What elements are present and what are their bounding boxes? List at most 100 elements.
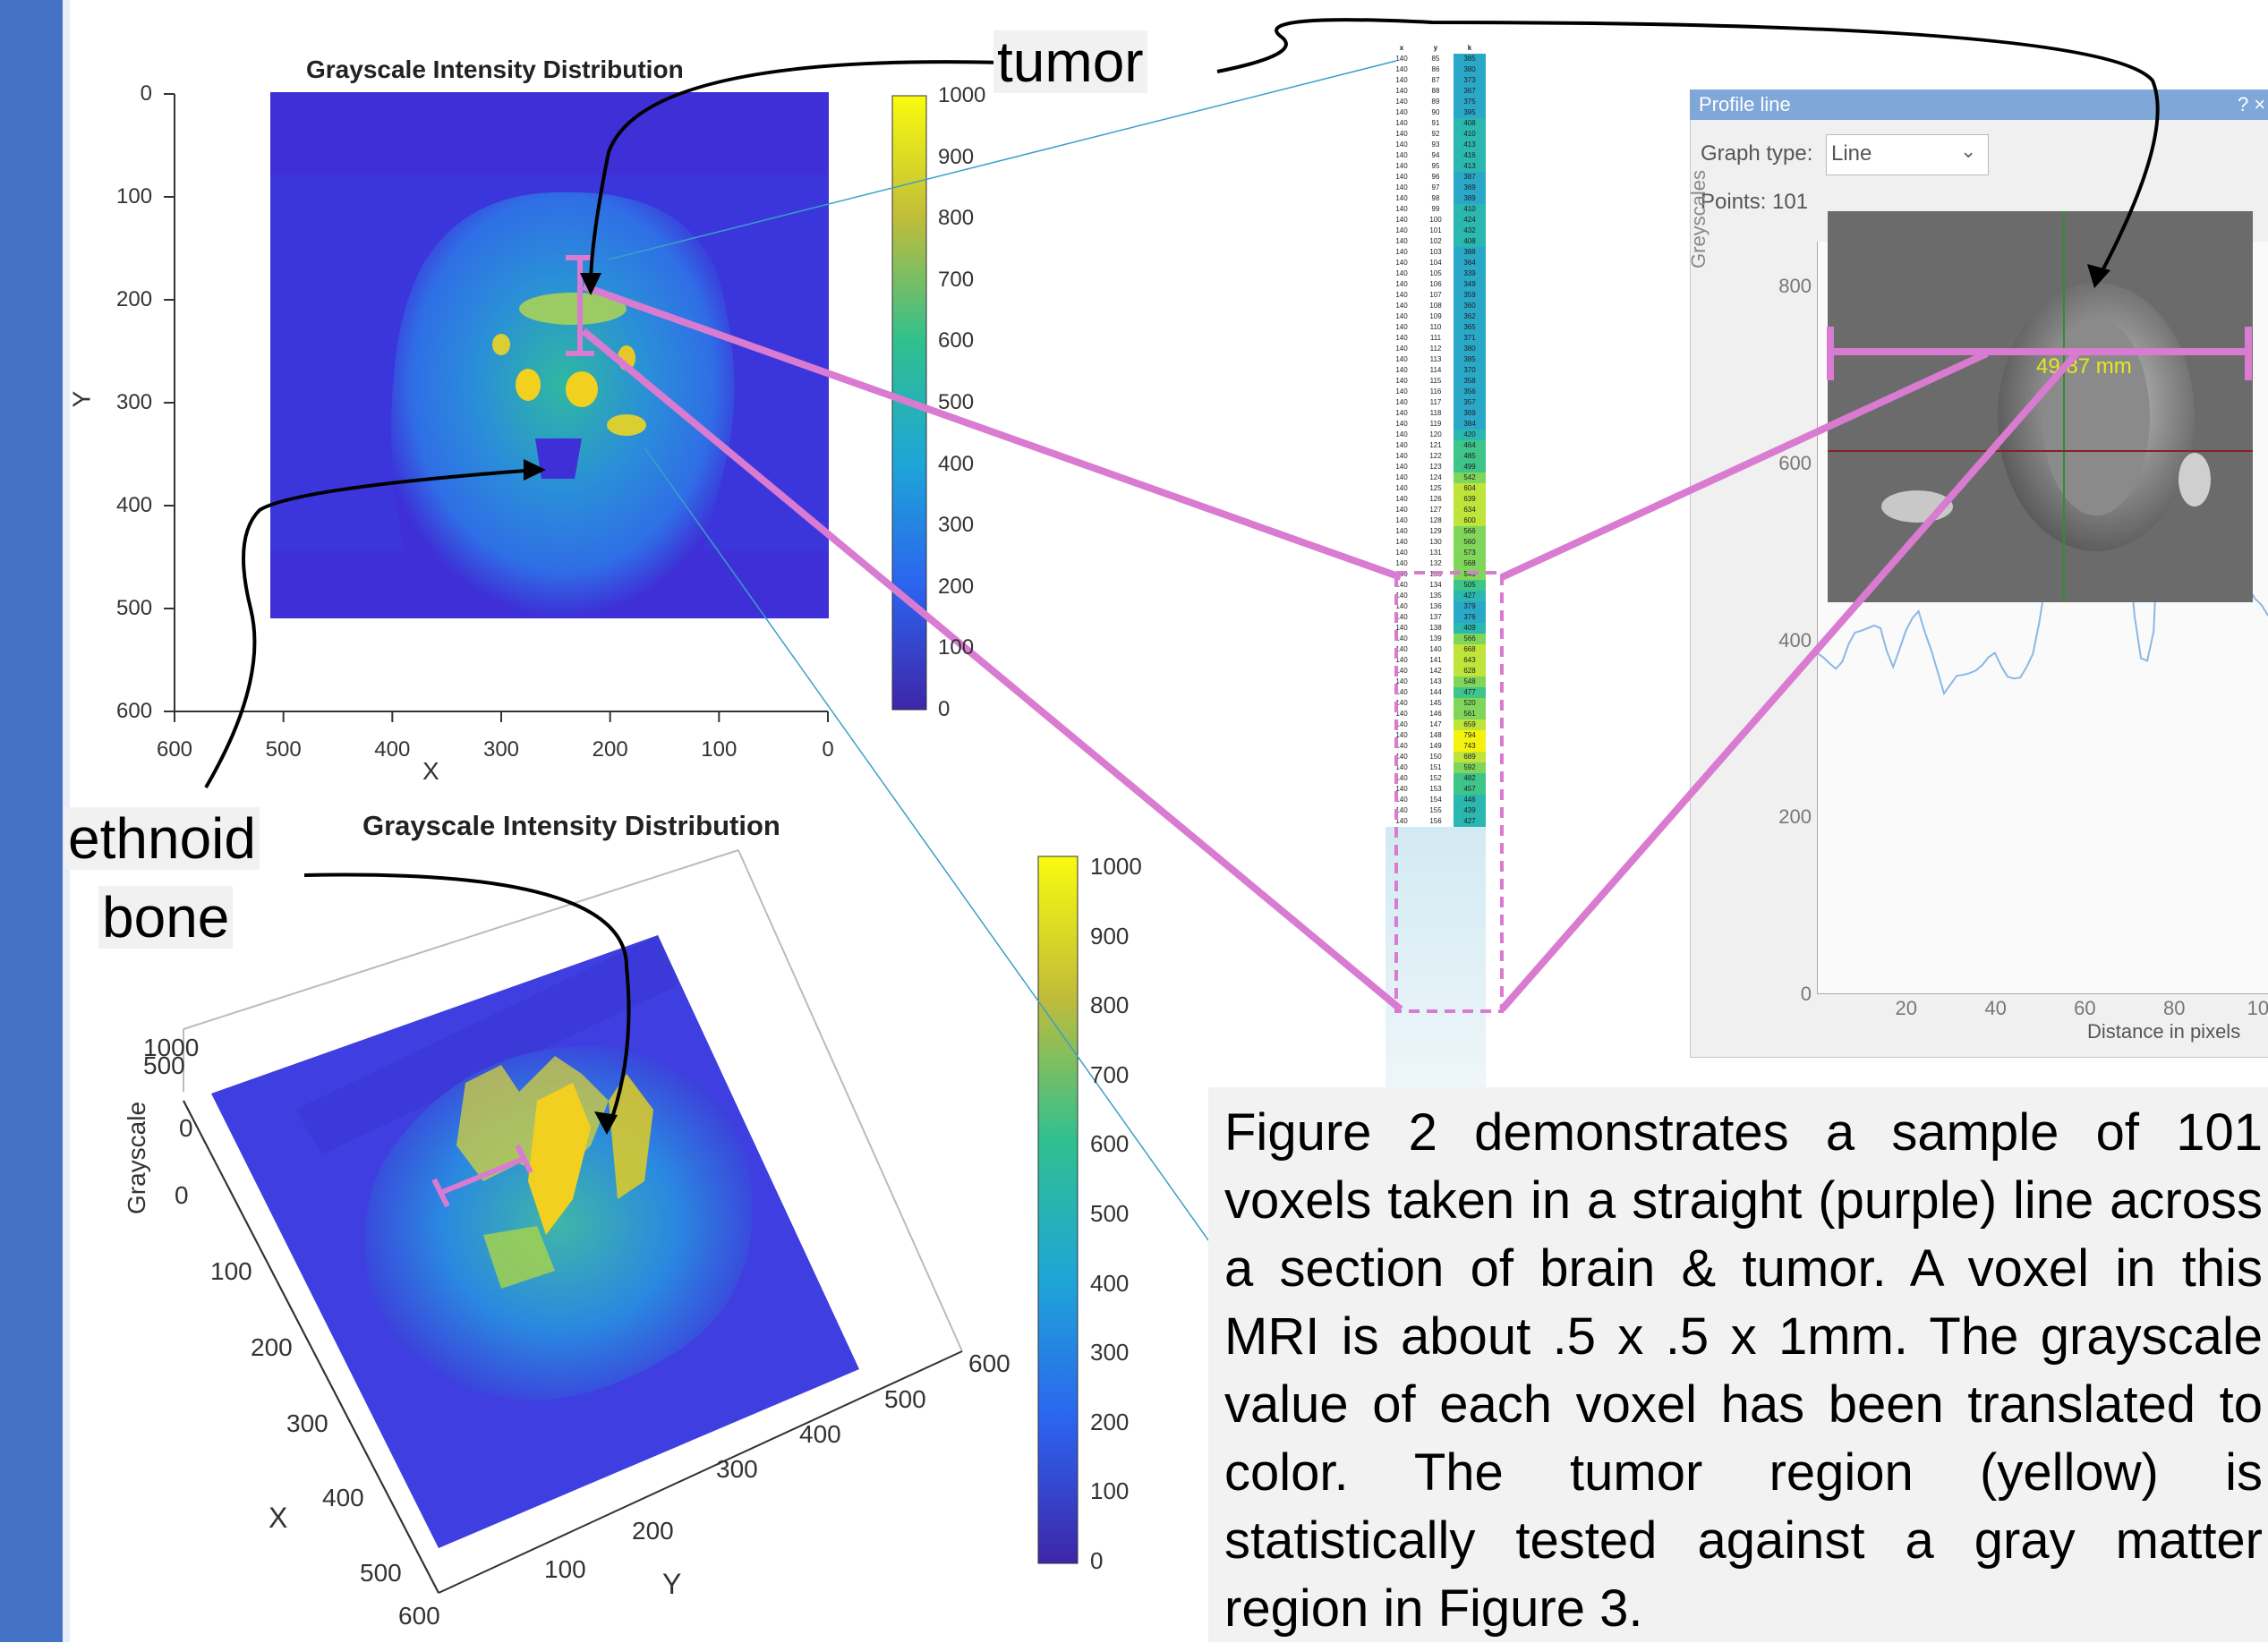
colorbar-2d-tick: 1000	[938, 83, 986, 107]
table-cell-k: 356	[1454, 387, 1486, 397]
table-highlight-box	[1394, 571, 1504, 1013]
caption-text: Figure 2 demonstrates a sample of 101 vo…	[1224, 1103, 2263, 1638]
table-cell-x: 140	[1395, 720, 1408, 728]
profile-x-tick: 80	[2162, 997, 2186, 1019]
table-cell-x: 140	[1395, 549, 1408, 557]
table-cell-k: 568	[1454, 558, 1486, 569]
table-cell-x: 140	[1395, 538, 1408, 546]
table-cell-k: 387	[1454, 172, 1486, 183]
table-cell-y: 154	[1429, 796, 1442, 804]
table-cell-k: 413	[1454, 140, 1486, 150]
graph-type-select[interactable]	[1826, 134, 1989, 175]
table-cell-y: 129	[1429, 527, 1442, 535]
table-cell-k: 380	[1454, 64, 1486, 75]
table-cell-k: 520	[1454, 698, 1486, 709]
table-cell-k: 427	[1454, 591, 1486, 601]
table-cell-x: 140	[1395, 452, 1408, 460]
table-cell-y: 109	[1429, 312, 1442, 320]
table-cell-y: 138	[1429, 624, 1442, 632]
table-cell-y: 122	[1429, 452, 1442, 460]
table-cell-x: 140	[1395, 183, 1408, 192]
table-cell-k: 410	[1454, 204, 1486, 215]
colorbar-3d	[1037, 856, 1079, 1564]
table-header: y	[1433, 44, 1438, 52]
table-cell-x: 140	[1395, 162, 1408, 170]
table-cell-k: 389	[1454, 193, 1486, 204]
table-cell-x: 140	[1395, 430, 1408, 438]
table-cell-y: 152	[1429, 774, 1442, 782]
accent-bar	[0, 0, 63, 1642]
table-cell-k: 457	[1454, 784, 1486, 795]
profile-x-tick: 20	[1895, 997, 1918, 1019]
profile-y-tick: 0	[1800, 983, 1812, 1005]
profile-y-tick: 200	[1778, 805, 1812, 829]
table-cell-y: 100	[1429, 216, 1442, 224]
table-cell-y: 151	[1429, 763, 1442, 771]
table-cell-y: 115	[1429, 377, 1442, 385]
bone-callout: bone	[98, 886, 234, 949]
table-cell-x: 140	[1395, 194, 1408, 202]
tumor-callout: tumor	[993, 30, 1147, 93]
table-cell-y: 131	[1429, 549, 1442, 557]
x-axis-label-2d: X	[422, 757, 439, 785]
table-cell-y: 89	[1431, 98, 1440, 106]
table-cell-k: 548	[1454, 677, 1486, 687]
table-cell-y: 95	[1431, 162, 1440, 170]
table-cell-k: 349	[1454, 279, 1486, 290]
y-tick-label-2d: 500	[116, 596, 153, 620]
x-axis-label-3d: X	[269, 1502, 288, 1534]
measure-label: 49.87 mm	[2036, 354, 2132, 379]
table-cell-x: 140	[1395, 108, 1408, 116]
table-cell-k: 485	[1454, 451, 1486, 462]
table-cell-y: 99	[1431, 205, 1440, 213]
y-tick-label-3d: 100	[210, 1257, 252, 1285]
table-cell-x: 140	[1395, 656, 1408, 664]
table-cell-x: 140	[1395, 398, 1408, 406]
table-cell-y: 92	[1431, 130, 1440, 138]
table-cell-k: 573	[1454, 548, 1486, 558]
colorbar-2d-tick: 300	[938, 513, 975, 538]
table-cell-k: 659	[1454, 719, 1486, 730]
table-cell-y: 134	[1429, 581, 1442, 589]
table-cell-x: 140	[1395, 806, 1408, 814]
table-cell-x: 140	[1395, 484, 1408, 492]
help-close-icon[interactable]: ? ×	[2238, 93, 2266, 115]
table-cell-x: 140	[1395, 345, 1408, 353]
table-cell-k: 385	[1454, 54, 1486, 64]
table-cell-k: 370	[1454, 365, 1486, 376]
table-cell-y: 114	[1429, 366, 1442, 374]
table-cell-k: 505	[1454, 580, 1486, 591]
table-cell-x: 140	[1395, 495, 1408, 503]
table-cell-k: 639	[1454, 494, 1486, 505]
table-cell-k: 634	[1454, 505, 1486, 515]
table-cell-x: 140	[1395, 473, 1408, 481]
chevron-down-icon[interactable]: ⌄	[1960, 140, 1977, 162]
table-cell-x: 140	[1395, 645, 1408, 653]
y-tick-label-3d: 500	[360, 1559, 402, 1587]
table-cell-x: 140	[1395, 312, 1408, 320]
table-cell-y: 143	[1429, 677, 1442, 685]
table-cell-y: 91	[1431, 119, 1440, 127]
table-cell-x: 140	[1395, 796, 1408, 804]
table-cell-x: 140	[1395, 55, 1408, 63]
ethnoid-cavity	[535, 438, 582, 479]
table-cell-y: 101	[1429, 226, 1442, 234]
table-cell-y: 111	[1429, 334, 1442, 342]
table-cell-k: 376	[1454, 612, 1486, 623]
y-tick-label-3d: 200	[251, 1333, 293, 1361]
table-cell-k: 592	[1454, 762, 1486, 773]
table-cell-x: 140	[1395, 463, 1408, 471]
table-cell-y: 140	[1429, 645, 1442, 653]
profile-titlebar	[1690, 89, 2268, 120]
table-cell-y: 88	[1431, 87, 1440, 95]
colorbar-2d-tick: 800	[938, 206, 975, 231]
z-tick-label-3d: 0	[179, 1114, 193, 1142]
table-cell-y: 87	[1431, 76, 1440, 84]
colorbar-3d-tick: 200	[1090, 1408, 1130, 1435]
profile-y-tick: 400	[1778, 628, 1812, 651]
table-cell-k: 357	[1454, 397, 1486, 408]
y-tick-label-3d: 300	[286, 1409, 328, 1437]
table-cell-x: 140	[1395, 527, 1408, 535]
table-cell-y: 85	[1431, 55, 1440, 63]
colorbar-2d-tick: 100	[938, 635, 975, 660]
